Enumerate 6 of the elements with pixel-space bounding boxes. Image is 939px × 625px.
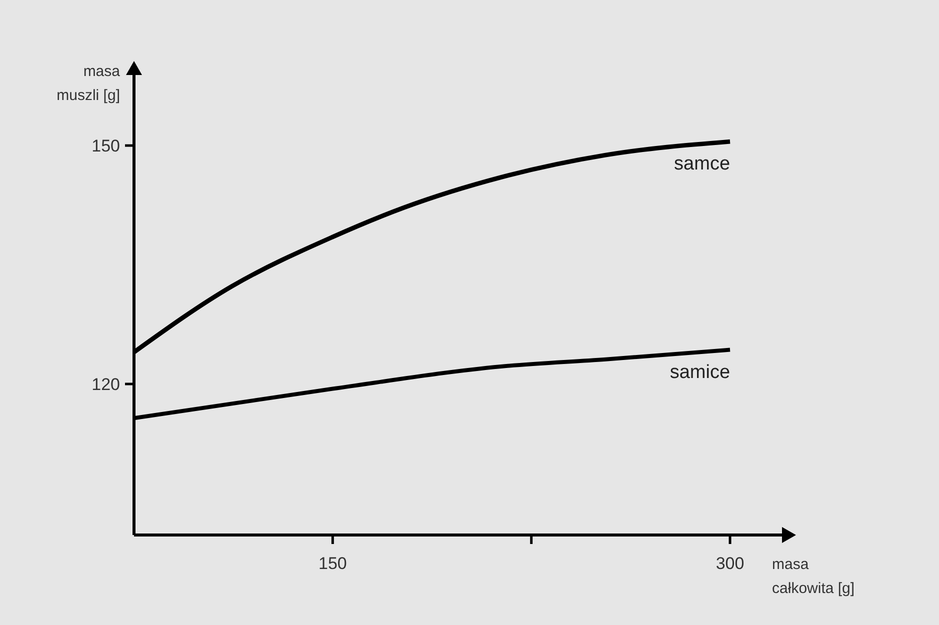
x-tick-label: 300 bbox=[716, 554, 744, 573]
y-axis-title: masa muszli [g] bbox=[56, 63, 121, 104]
y-tick-label: 120 bbox=[92, 374, 120, 394]
x-axis-title: masa całkowita [g] bbox=[772, 556, 855, 597]
series-label: samce bbox=[674, 154, 730, 175]
series-label: samice bbox=[670, 362, 730, 383]
